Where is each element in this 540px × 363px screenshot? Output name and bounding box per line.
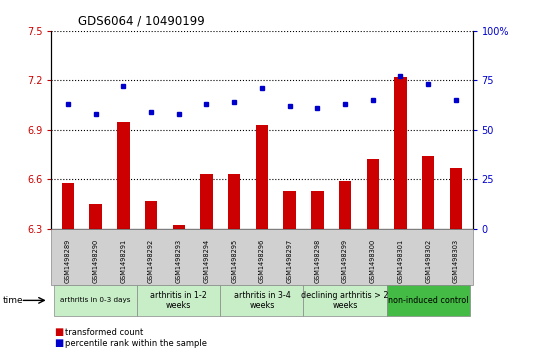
Bar [339, 181, 351, 229]
Text: GSM1498301: GSM1498301 [397, 239, 403, 283]
Text: declining arthritis > 2
weeks: declining arthritis > 2 weeks [301, 291, 389, 310]
Bar [228, 174, 240, 229]
Text: GSM1498296: GSM1498296 [259, 239, 265, 283]
Text: arthritis in 1-2
weeks: arthritis in 1-2 weeks [150, 291, 207, 310]
Text: GSM1498295: GSM1498295 [231, 239, 237, 283]
Text: GSM1498292: GSM1498292 [148, 239, 154, 283]
Text: GSM1498297: GSM1498297 [287, 239, 293, 283]
Text: non-induced control: non-induced control [388, 296, 468, 305]
Text: time: time [3, 296, 23, 305]
Bar [367, 159, 379, 229]
Text: ■: ■ [54, 338, 63, 348]
Text: GSM1498302: GSM1498302 [425, 239, 431, 283]
Bar [422, 156, 434, 229]
Text: GSM1498293: GSM1498293 [176, 239, 182, 283]
Text: GSM1498300: GSM1498300 [370, 239, 376, 283]
Bar [145, 201, 157, 229]
Bar [200, 174, 213, 229]
Bar [450, 168, 462, 229]
Text: GSM1498290: GSM1498290 [93, 239, 99, 283]
Bar [173, 225, 185, 229]
Text: GSM1498303: GSM1498303 [453, 239, 459, 283]
Text: percentile rank within the sample: percentile rank within the sample [65, 339, 207, 347]
Text: ■: ■ [54, 327, 63, 337]
Bar [90, 204, 102, 229]
Bar [284, 191, 296, 229]
Text: transformed count: transformed count [65, 328, 143, 337]
Text: arthritis in 3-4
weeks: arthritis in 3-4 weeks [233, 291, 291, 310]
Text: arthritis in 0-3 days: arthritis in 0-3 days [60, 297, 131, 303]
Text: GDS6064 / 10490199: GDS6064 / 10490199 [78, 14, 205, 27]
Bar [255, 125, 268, 229]
Text: GSM1498299: GSM1498299 [342, 239, 348, 283]
Bar [117, 122, 130, 229]
Bar [394, 77, 407, 229]
Bar [311, 191, 323, 229]
Text: GSM1498289: GSM1498289 [65, 239, 71, 283]
Text: GSM1498291: GSM1498291 [120, 239, 126, 283]
Text: GSM1498298: GSM1498298 [314, 239, 320, 283]
Bar [62, 183, 74, 229]
Text: GSM1498294: GSM1498294 [204, 239, 210, 283]
